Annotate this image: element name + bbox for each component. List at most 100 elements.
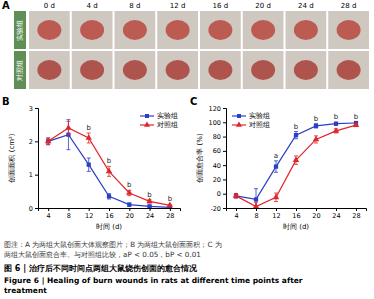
y-axis: -20020406080100120	[209, 105, 227, 213]
photo	[72, 51, 113, 89]
error-bar-cap	[66, 149, 70, 150]
tick-mark	[223, 151, 226, 152]
tick-label: 16	[292, 212, 300, 220]
axis-line	[223, 109, 227, 209]
tick-label: 12	[85, 212, 93, 220]
legend-label: 实验组	[157, 112, 178, 120]
wound	[37, 20, 61, 40]
error-bar-cap	[294, 131, 298, 132]
point	[293, 156, 299, 162]
tick: 28	[352, 208, 360, 220]
tick-mark	[236, 208, 237, 211]
wound	[294, 60, 318, 80]
group-label: 对照组	[16, 60, 24, 81]
wound	[166, 20, 190, 40]
tick: 0	[217, 190, 226, 198]
wound	[166, 60, 190, 80]
point	[126, 189, 132, 195]
point	[294, 133, 298, 137]
tick-mark	[89, 208, 90, 211]
tick: 12	[272, 208, 280, 220]
error-bar	[314, 124, 318, 128]
photo	[157, 51, 198, 89]
tick-label: 24	[332, 212, 340, 220]
annotation: b	[168, 195, 173, 203]
y-axis-title: 创面面积 (cm²)	[8, 133, 16, 182]
x-axis-title: 时间 (d)	[96, 223, 122, 231]
tick-label: 2	[29, 138, 33, 146]
error-bar-cap	[254, 202, 258, 203]
error-bar-cap	[107, 176, 111, 177]
tick-label: 40	[213, 162, 221, 170]
annotation: b	[86, 124, 91, 132]
legend: 实验组对照组	[232, 112, 270, 129]
panel-label: C	[190, 96, 197, 107]
point	[127, 203, 131, 207]
annotation: b	[314, 115, 319, 123]
x-axis-title: 时间 (d)	[283, 223, 309, 231]
error-bar	[274, 161, 278, 172]
wound	[251, 60, 275, 80]
error-bar-cap	[87, 133, 91, 134]
tick: 8	[254, 208, 258, 220]
plot-area	[233, 121, 359, 208]
wound	[208, 20, 232, 40]
tick: 20	[126, 208, 134, 220]
point	[273, 194, 279, 200]
tick-mark	[48, 208, 49, 211]
caption-title-en: treatment	[4, 286, 47, 295]
tick: -20	[210, 205, 226, 213]
tick: 100	[209, 119, 226, 127]
annotation: b	[354, 113, 359, 121]
tick-label: 8	[254, 212, 258, 220]
point	[147, 204, 151, 208]
point	[334, 122, 338, 126]
tick-mark	[223, 208, 226, 209]
tick-mark	[223, 165, 226, 166]
tick-mark	[35, 175, 38, 176]
tick-label: 80	[213, 133, 221, 141]
wound	[251, 20, 275, 40]
tick: 20	[213, 176, 226, 184]
legend-label: 对照组	[157, 121, 178, 129]
tick: 2	[29, 138, 38, 146]
tick-mark	[170, 208, 171, 211]
photo	[115, 51, 156, 89]
error-bar-cap	[127, 195, 131, 196]
tick-label: 8	[67, 212, 71, 220]
wound	[123, 20, 147, 40]
point	[45, 138, 51, 144]
point	[254, 197, 258, 201]
tick-mark	[223, 137, 226, 138]
point	[233, 192, 239, 198]
error-bar	[294, 132, 298, 139]
tick-mark	[109, 208, 110, 211]
point	[353, 121, 359, 127]
error-bar-cap	[46, 144, 50, 145]
point	[333, 127, 339, 133]
error-bar	[87, 158, 91, 171]
legend-label: 对照组	[249, 121, 270, 129]
tick-mark	[68, 208, 69, 211]
error-bar	[334, 122, 338, 125]
caption-title-en: Figure 6 | Healing of burn wounds in rat…	[4, 276, 303, 285]
annotation: b	[334, 113, 339, 121]
wound	[80, 60, 104, 80]
legend: 实验组对照组	[140, 112, 178, 129]
wound	[80, 20, 104, 40]
photo	[29, 51, 70, 89]
chart: 4812162024280123B创面面积 (cm²)时间 (d)bbbbb实验…	[2, 96, 181, 231]
day-label: 28 d	[341, 2, 357, 10]
photo	[157, 11, 198, 49]
tick-label: 100	[209, 119, 221, 127]
axis-line	[35, 109, 39, 209]
error-bar-cap	[46, 144, 50, 145]
tick-mark	[35, 141, 38, 142]
annotation: b	[147, 191, 152, 199]
tick: 24	[146, 208, 154, 220]
error-bar-cap	[66, 119, 70, 120]
photo	[243, 51, 284, 89]
tick-mark	[35, 208, 38, 209]
legend-marker	[236, 121, 242, 126]
error-bar-cap	[107, 193, 111, 194]
